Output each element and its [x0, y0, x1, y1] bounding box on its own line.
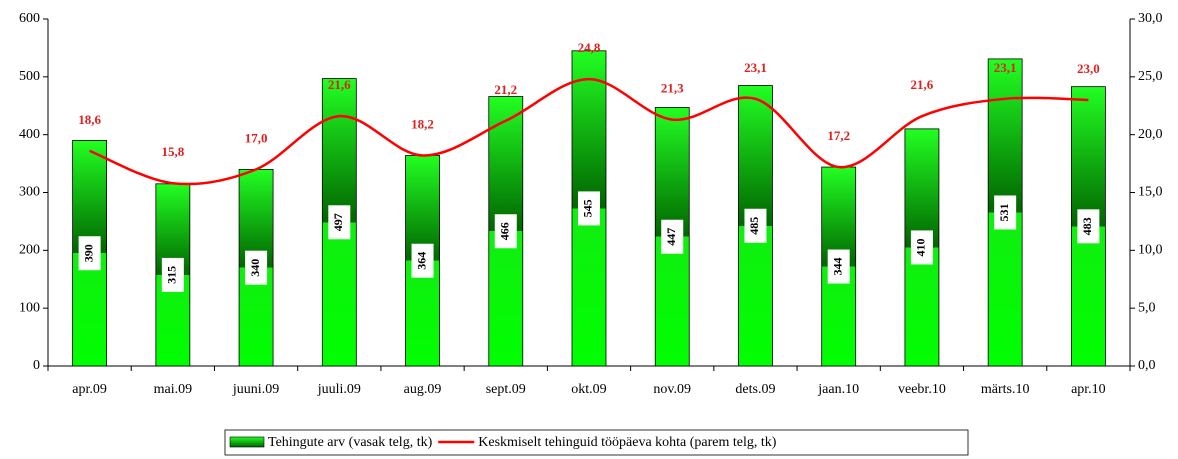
- line-label: 23,1: [994, 60, 1017, 75]
- x-tick-label: juuni.09: [232, 382, 279, 397]
- line-label: 21,6: [328, 77, 351, 92]
- bar-label: 531: [997, 203, 1011, 221]
- line-label: 18,6: [78, 112, 101, 127]
- line-label: 21,2: [494, 82, 517, 97]
- bar: [904, 128, 940, 367]
- bar-label-box: [578, 191, 600, 226]
- x-tick-label: mai.09: [154, 382, 193, 397]
- bar-label-box: [994, 195, 1017, 230]
- y2-tick-label: 0,0: [1138, 358, 1156, 373]
- bar-label: 390: [81, 244, 95, 262]
- bar-label-box: [328, 205, 351, 240]
- bar-label: 545: [581, 199, 595, 217]
- bar-label: 497: [331, 213, 345, 231]
- y2-tick-label: 30,0: [1138, 11, 1163, 26]
- bar-label: 344: [830, 258, 844, 276]
- y-tick-label: 600: [19, 11, 40, 26]
- legend-box: [224, 429, 969, 456]
- y-tick-label: 100: [19, 300, 40, 315]
- x-tick-label: apr.10: [1071, 382, 1106, 397]
- bar-label: 485: [747, 217, 761, 235]
- bar-label-box: [411, 243, 434, 278]
- bar-label-box: [827, 249, 850, 284]
- y-tick-label: 200: [19, 243, 40, 258]
- x-tick-label: aug.09: [404, 382, 442, 397]
- y-tick-label: 300: [19, 185, 40, 200]
- line: [89, 77, 1089, 186]
- legend-label: Tehingute arv (vasak telg, tk): [268, 435, 433, 450]
- x-tick-label: dets.09: [735, 382, 775, 397]
- x-tick-label: okt.09: [571, 382, 606, 397]
- bar-label-box: [161, 257, 184, 292]
- bar-label-box: [245, 250, 268, 285]
- bar-label-box: [661, 219, 684, 254]
- x-tick-label: apr.09: [72, 382, 107, 397]
- legend-swatch: [229, 436, 265, 448]
- bar-label: 447: [664, 228, 678, 246]
- x-tick-label: sept.09: [486, 382, 526, 397]
- line-label: 15,8: [161, 144, 184, 159]
- x-tick-label: jaan.10: [817, 382, 859, 397]
- bar-label-box: [78, 236, 101, 271]
- bar-label: 466: [498, 222, 512, 240]
- line-label: 23,1: [744, 60, 767, 75]
- y2-tick-label: 20,0: [1138, 127, 1163, 142]
- bar-label-box: [1077, 209, 1100, 244]
- line-label: 23,0: [1077, 61, 1100, 76]
- bar-label: 364: [414, 252, 428, 270]
- x-tick-label: juuli.09: [317, 382, 361, 397]
- legend: Tehingute arv (vasak telg, tk) Keskmiselt…: [224, 429, 969, 456]
- line-label: 24,8: [578, 40, 601, 55]
- bar-label: 315: [165, 266, 179, 284]
- line-label: 17,0: [245, 130, 268, 145]
- y2-tick-label: 10,0: [1138, 243, 1163, 258]
- x-tick-label: nov.09: [653, 382, 691, 397]
- line-label: 21,6: [911, 77, 934, 92]
- bar-label-box: [494, 214, 517, 249]
- bar-label-box: [744, 208, 767, 243]
- y-tick-label: 0: [33, 358, 40, 373]
- bar-label: 410: [914, 238, 928, 256]
- y-tick-label: 500: [19, 69, 40, 84]
- legend-label: Keskmiselt tehinguid tööpäeva kohta (par…: [478, 435, 777, 450]
- y2-tick-label: 15,0: [1138, 185, 1163, 200]
- y2-tick-label: 5,0: [1138, 300, 1156, 315]
- x-tick-label: märts.10: [981, 382, 1030, 397]
- bar-label: 340: [248, 259, 262, 277]
- y-tick-label: 400: [19, 127, 40, 142]
- bar-label: 483: [1080, 217, 1094, 235]
- bar-label-box: [910, 230, 933, 265]
- line-label: 21,3: [661, 81, 684, 96]
- line-label: 17,2: [827, 128, 850, 143]
- line-label: 18,2: [411, 116, 434, 131]
- x-tick-label: veebr.10: [898, 382, 946, 397]
- y2-tick-label: 25,0: [1138, 69, 1163, 84]
